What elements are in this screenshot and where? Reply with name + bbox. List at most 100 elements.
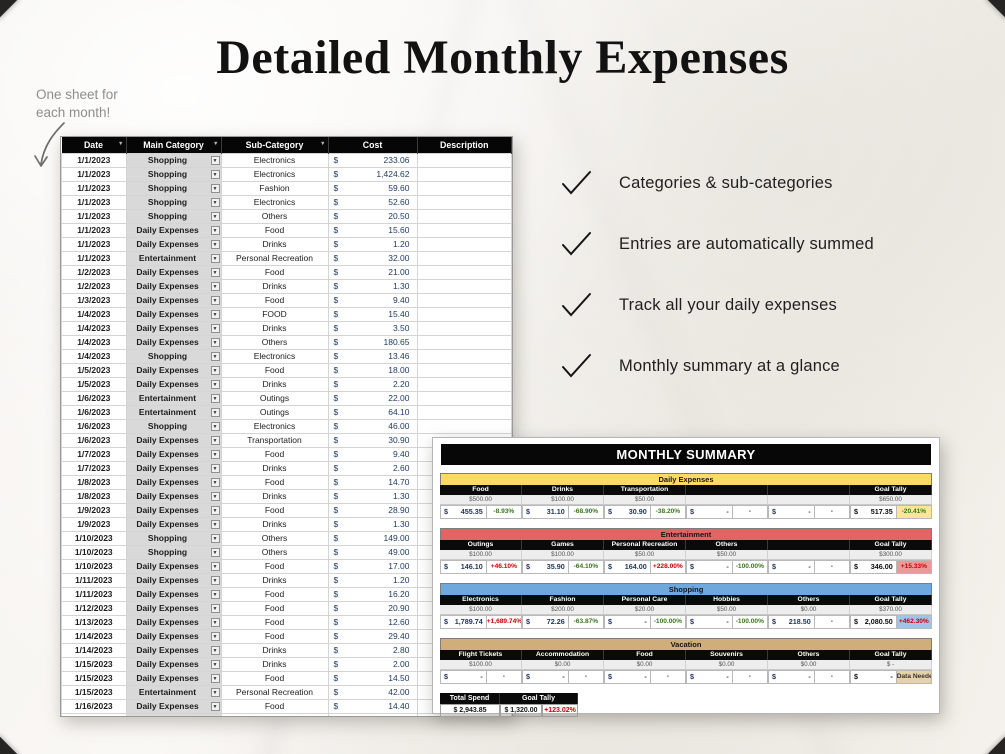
category-cell[interactable]: Entertainment ▼	[125, 685, 222, 700]
date-cell[interactable]: 1/11/2023	[61, 573, 127, 588]
date-cell[interactable]: 1/6/2023	[61, 405, 127, 420]
subcategory-cell[interactable]: Food	[220, 363, 329, 378]
cost-cell[interactable]: $15.60	[327, 223, 418, 238]
description-cell[interactable]	[416, 307, 512, 322]
dropdown-icon[interactable]: ▼	[210, 533, 220, 543]
cost-cell[interactable]: $21.00	[327, 265, 418, 280]
filter-icon[interactable]: ▼	[118, 141, 124, 147]
subcategory-cell[interactable]: Outings	[220, 391, 329, 406]
filter-icon[interactable]: ▼	[213, 141, 219, 147]
date-cell[interactable]: 1/9/2023	[61, 503, 127, 518]
dropdown-icon[interactable]: ▼	[210, 253, 220, 263]
date-cell[interactable]: 1/1/2023	[61, 181, 127, 196]
date-cell[interactable]: 1/5/2023	[61, 377, 127, 392]
category-cell[interactable]: Daily Expenses ▼	[125, 293, 222, 308]
category-cell[interactable]: Daily Expenses ▼	[125, 335, 222, 350]
subcategory-cell[interactable]: Food	[220, 293, 329, 308]
cost-cell[interactable]: $18.00	[327, 363, 418, 378]
cost-cell[interactable]: $52.60	[327, 195, 418, 210]
date-cell[interactable]: 1/16/2023	[61, 699, 127, 714]
dropdown-icon[interactable]: ▼	[210, 239, 220, 249]
date-cell[interactable]: 1/11/2023	[61, 587, 127, 602]
description-cell[interactable]	[416, 405, 512, 420]
cost-cell[interactable]: $9.40	[327, 447, 418, 462]
subcategory-cell[interactable]: Food	[220, 223, 329, 238]
cost-cell[interactable]: $42.00	[327, 685, 418, 700]
subcategory-cell[interactable]: Others	[220, 545, 329, 560]
description-cell[interactable]	[416, 377, 512, 392]
column-header-cost[interactable]: Cost	[328, 137, 418, 154]
dropdown-icon[interactable]: ▼	[210, 225, 220, 235]
subcategory-cell[interactable]: Fashion	[220, 181, 329, 196]
category-cell[interactable]: Daily Expenses ▼	[125, 489, 222, 504]
dropdown-icon[interactable]: ▼	[210, 715, 220, 716]
category-cell[interactable]: Daily Expenses ▼	[125, 475, 222, 490]
description-cell[interactable]	[416, 293, 512, 308]
column-header-cat[interactable]: Main Category ▼	[126, 137, 222, 154]
dropdown-icon[interactable]: ▼	[210, 449, 220, 459]
category-cell[interactable]: Daily Expenses ▼	[125, 517, 222, 532]
subcategory-cell[interactable]: Food	[220, 559, 329, 574]
cost-cell[interactable]: $2.20	[327, 377, 418, 392]
subcategory-cell[interactable]: Electronics	[220, 195, 329, 210]
date-cell[interactable]: 1/4/2023	[61, 335, 127, 350]
category-cell[interactable]: Entertainment ▼	[125, 251, 222, 266]
date-cell[interactable]: 1/14/2023	[61, 643, 127, 658]
cost-cell[interactable]: $1.20	[327, 573, 418, 588]
date-cell[interactable]: 1/6/2023	[61, 419, 127, 434]
category-cell[interactable]: Shopping ▼	[125, 545, 222, 560]
dropdown-icon[interactable]: ▼	[210, 197, 220, 207]
cost-cell[interactable]: $20.90	[327, 601, 418, 616]
dropdown-icon[interactable]: ▼	[210, 659, 220, 669]
column-header-sub[interactable]: Sub-Category ▼	[221, 137, 329, 154]
dropdown-icon[interactable]: ▼	[210, 687, 220, 697]
description-cell[interactable]	[416, 181, 512, 196]
subcategory-cell[interactable]: Others	[220, 335, 329, 350]
cost-cell[interactable]: $12.66	[327, 713, 418, 716]
cost-cell[interactable]: $17.00	[327, 559, 418, 574]
cost-cell[interactable]: $1.30	[327, 279, 418, 294]
cost-cell[interactable]: $16.20	[327, 587, 418, 602]
dropdown-icon[interactable]: ▼	[210, 435, 220, 445]
dropdown-icon[interactable]: ▼	[210, 309, 220, 319]
date-cell[interactable]: 1/7/2023	[61, 447, 127, 462]
cost-cell[interactable]: $1.30	[327, 489, 418, 504]
category-cell[interactable]: Daily Expenses ▼	[125, 447, 222, 462]
cost-cell[interactable]: $22.00	[327, 391, 418, 406]
dropdown-icon[interactable]: ▼	[210, 617, 220, 627]
date-cell[interactable]: 1/10/2023	[61, 559, 127, 574]
category-cell[interactable]: Daily Expenses ▼	[125, 643, 222, 658]
subcategory-cell[interactable]: Drinks	[220, 573, 329, 588]
subcategory-cell[interactable]: Food	[220, 587, 329, 602]
date-cell[interactable]: 1/1/2023	[61, 209, 127, 224]
description-cell[interactable]	[416, 167, 512, 182]
subcategory-cell[interactable]: Electronics	[220, 419, 329, 434]
description-cell[interactable]	[416, 321, 512, 336]
date-cell[interactable]: 1/13/2023	[61, 615, 127, 630]
description-cell[interactable]	[416, 279, 512, 294]
category-cell[interactable]: Daily Expenses ▼	[125, 279, 222, 294]
dropdown-icon[interactable]: ▼	[210, 547, 220, 557]
date-cell[interactable]: 1/14/2023	[61, 629, 127, 644]
date-cell[interactable]: 1/6/2023	[61, 391, 127, 406]
date-cell[interactable]: 1/2/2023	[61, 265, 127, 280]
description-cell[interactable]	[416, 153, 512, 168]
description-cell[interactable]	[416, 349, 512, 364]
date-cell[interactable]: 1/2/2023	[61, 279, 127, 294]
category-cell[interactable]: Daily Expenses ▼	[125, 671, 222, 686]
description-cell[interactable]	[416, 335, 512, 350]
dropdown-icon[interactable]: ▼	[210, 365, 220, 375]
subcategory-cell[interactable]: Others	[220, 531, 329, 546]
category-cell[interactable]: Shopping ▼	[125, 531, 222, 546]
dropdown-icon[interactable]: ▼	[210, 701, 220, 711]
category-cell[interactable]: Daily Expenses ▼	[125, 601, 222, 616]
category-cell[interactable]: Daily Expenses ▼	[125, 699, 222, 714]
date-cell[interactable]: 1/1/2023	[61, 251, 127, 266]
cost-cell[interactable]: $14.40	[327, 699, 418, 714]
cost-cell[interactable]: $30.90	[327, 433, 418, 448]
cost-cell[interactable]: $1.20	[327, 237, 418, 252]
cost-cell[interactable]: $64.10	[327, 405, 418, 420]
dropdown-icon[interactable]: ▼	[210, 477, 220, 487]
category-cell[interactable]: Shopping ▼	[125, 419, 222, 434]
category-cell[interactable]: Daily Expenses ▼	[125, 559, 222, 574]
